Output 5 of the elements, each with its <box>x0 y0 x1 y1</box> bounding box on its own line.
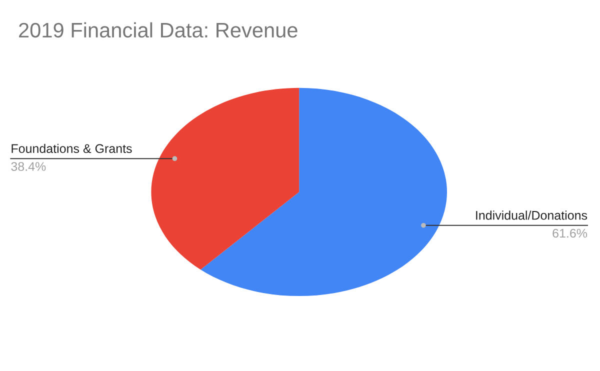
chart-title: 2019 Financial Data: Revenue <box>19 22 298 38</box>
slice-label: Foundations & Grants <box>12 144 132 154</box>
slice-label: Individual/Donations <box>476 210 588 220</box>
data-label: 38.4% <box>11 162 46 171</box>
data-label: 61.6% <box>552 228 588 238</box>
